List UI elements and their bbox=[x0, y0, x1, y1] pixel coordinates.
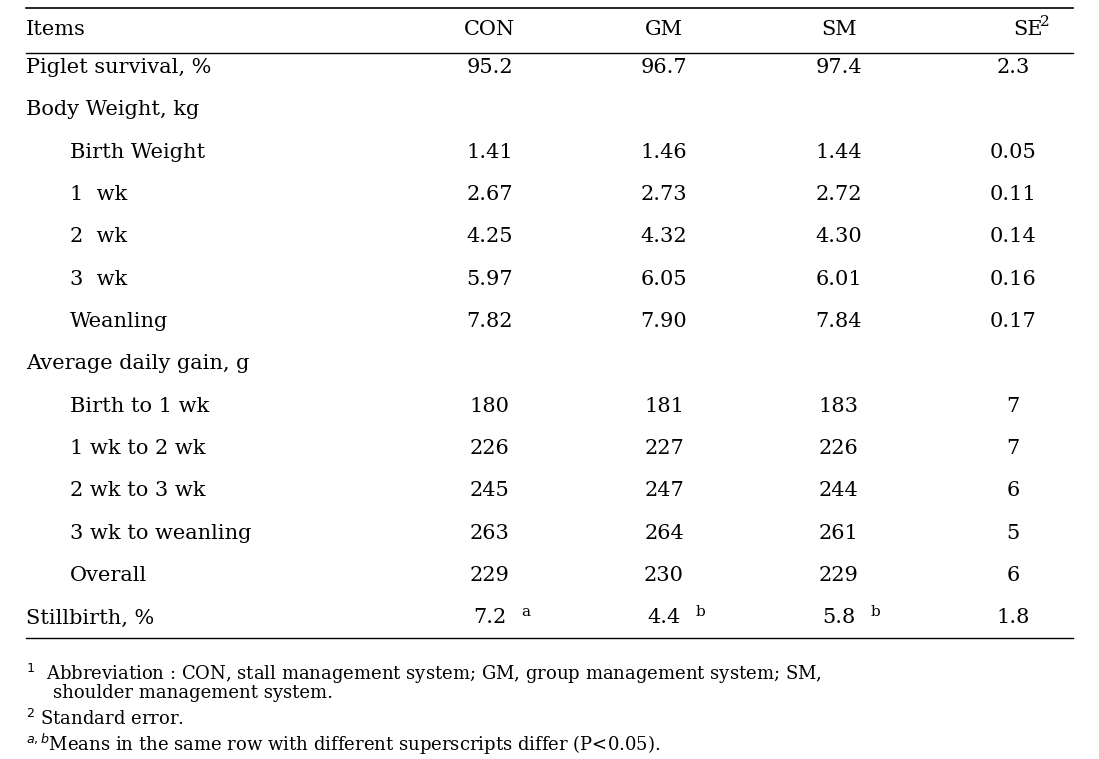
Text: CON: CON bbox=[464, 20, 515, 39]
Text: 180: 180 bbox=[469, 397, 510, 416]
Text: 6: 6 bbox=[1007, 481, 1020, 500]
Text: 3 wk to weanling: 3 wk to weanling bbox=[69, 524, 251, 543]
Text: 181: 181 bbox=[644, 397, 684, 416]
Text: Average daily gain, g: Average daily gain, g bbox=[26, 354, 249, 373]
Text: 2.3: 2.3 bbox=[997, 58, 1030, 77]
Text: 0.05: 0.05 bbox=[990, 143, 1036, 162]
Text: 5.8: 5.8 bbox=[822, 609, 855, 628]
Text: 247: 247 bbox=[644, 481, 684, 500]
Text: $^{a,b}$Means in the same row with different superscripts differ (P<0.05).: $^{a,b}$Means in the same row with diffe… bbox=[26, 732, 660, 757]
Text: 229: 229 bbox=[469, 566, 510, 585]
Text: 1  wk: 1 wk bbox=[69, 185, 126, 204]
Text: Items: Items bbox=[26, 20, 86, 39]
Text: shoulder management system.: shoulder management system. bbox=[53, 684, 333, 702]
Text: b: b bbox=[870, 605, 880, 619]
Text: 6.05: 6.05 bbox=[641, 270, 687, 289]
Text: Stillbirth, %: Stillbirth, % bbox=[26, 609, 154, 628]
Text: Weanling: Weanling bbox=[69, 312, 168, 331]
Text: 95.2: 95.2 bbox=[466, 58, 513, 77]
Text: Piglet survival, %: Piglet survival, % bbox=[26, 58, 211, 77]
Text: 229: 229 bbox=[819, 566, 858, 585]
Text: 2: 2 bbox=[1041, 15, 1050, 30]
Text: 7.2: 7.2 bbox=[473, 609, 507, 628]
Text: 7: 7 bbox=[1007, 439, 1020, 458]
Text: 7: 7 bbox=[1007, 397, 1020, 416]
Text: Birth to 1 wk: Birth to 1 wk bbox=[69, 397, 209, 416]
Text: 226: 226 bbox=[469, 439, 510, 458]
Text: 2.67: 2.67 bbox=[466, 185, 513, 204]
Text: 226: 226 bbox=[819, 439, 858, 458]
Text: 7.90: 7.90 bbox=[641, 312, 687, 331]
Text: 96.7: 96.7 bbox=[641, 58, 687, 77]
Text: 1.44: 1.44 bbox=[815, 143, 862, 162]
Text: 4.4: 4.4 bbox=[647, 609, 680, 628]
Text: 5.97: 5.97 bbox=[466, 270, 513, 289]
Text: 264: 264 bbox=[644, 524, 684, 543]
Text: 2.73: 2.73 bbox=[641, 185, 687, 204]
Text: 4.30: 4.30 bbox=[815, 228, 862, 247]
Text: 244: 244 bbox=[819, 481, 858, 500]
Text: 4.32: 4.32 bbox=[641, 228, 687, 247]
Text: 2.72: 2.72 bbox=[815, 185, 862, 204]
Text: 7.84: 7.84 bbox=[815, 312, 862, 331]
Text: 227: 227 bbox=[644, 439, 684, 458]
Text: 6: 6 bbox=[1007, 566, 1020, 585]
Text: 2  wk: 2 wk bbox=[69, 228, 126, 247]
Text: 3  wk: 3 wk bbox=[69, 270, 126, 289]
Text: 1 wk to 2 wk: 1 wk to 2 wk bbox=[69, 439, 206, 458]
Text: 5: 5 bbox=[1007, 524, 1020, 543]
Text: 183: 183 bbox=[819, 397, 858, 416]
Text: SE: SE bbox=[1013, 20, 1043, 39]
Text: 263: 263 bbox=[469, 524, 510, 543]
Text: 4.25: 4.25 bbox=[466, 228, 513, 247]
Text: 97.4: 97.4 bbox=[815, 58, 862, 77]
Text: 0.14: 0.14 bbox=[990, 228, 1036, 247]
Text: 0.16: 0.16 bbox=[990, 270, 1036, 289]
Text: SM: SM bbox=[821, 20, 856, 39]
Text: 0.11: 0.11 bbox=[989, 185, 1036, 204]
Text: Birth Weight: Birth Weight bbox=[69, 143, 204, 162]
Text: Overall: Overall bbox=[69, 566, 147, 585]
Text: $^2$ Standard error.: $^2$ Standard error. bbox=[26, 709, 184, 729]
Text: 7.82: 7.82 bbox=[466, 312, 513, 331]
Text: 230: 230 bbox=[644, 566, 684, 585]
Text: b: b bbox=[696, 605, 706, 619]
Text: $^1$  Abbreviation : CON, stall management system; GM, group management system; : $^1$ Abbreviation : CON, stall managemen… bbox=[26, 661, 822, 685]
Text: 1.41: 1.41 bbox=[466, 143, 513, 162]
Text: 1.8: 1.8 bbox=[997, 609, 1030, 628]
Text: 245: 245 bbox=[469, 481, 510, 500]
Text: a: a bbox=[521, 605, 530, 619]
Text: 2 wk to 3 wk: 2 wk to 3 wk bbox=[69, 481, 206, 500]
Text: Body Weight, kg: Body Weight, kg bbox=[26, 100, 199, 119]
Text: GM: GM bbox=[645, 20, 682, 39]
Text: 6.01: 6.01 bbox=[815, 270, 862, 289]
Text: 1.46: 1.46 bbox=[641, 143, 687, 162]
Text: 0.17: 0.17 bbox=[990, 312, 1036, 331]
Text: 261: 261 bbox=[819, 524, 858, 543]
